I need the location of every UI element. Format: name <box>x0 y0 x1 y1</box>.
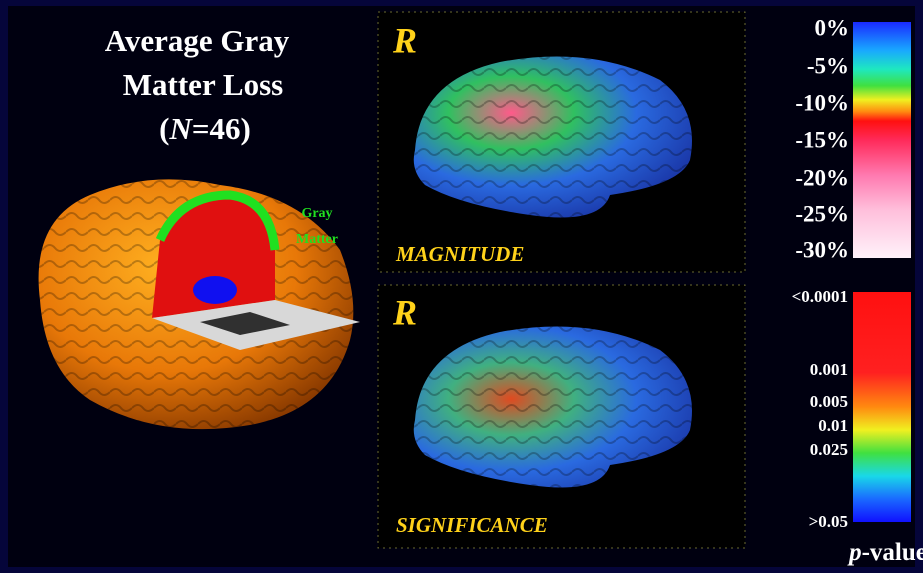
magnitude-labels: 0% -5% -10% -15% -20% -25% -30% <box>795 15 849 262</box>
sample-size: (N=46) <box>159 111 251 146</box>
gyri <box>413 56 692 218</box>
significance-colorbar <box>853 292 911 522</box>
p-value-label: 0.005 <box>810 392 848 411</box>
scale-label: -10% <box>795 90 849 115</box>
p-word: -value <box>862 539 923 566</box>
gray-matter-label: Matter <box>296 232 338 247</box>
scale-label: -25% <box>795 201 849 226</box>
panel-caption: SIGNIFICANCE <box>396 513 548 537</box>
p-value-label: 0.001 <box>810 360 848 379</box>
scale-label: -30% <box>795 237 849 262</box>
significance-panel: R SIGNIFICANCE <box>377 284 746 549</box>
scale-label: -5% <box>807 53 849 78</box>
p-value-label: <0.0001 <box>792 287 848 306</box>
scale-label: 0% <box>815 15 850 40</box>
cut-section <box>152 195 275 318</box>
panel-caption: MAGNITUDE <box>395 242 524 266</box>
p-value-label: 0.025 <box>810 440 848 459</box>
scale-label: -15% <box>795 127 849 152</box>
hemisphere-label: R <box>392 292 417 332</box>
n-symbol: N <box>168 111 193 146</box>
gyri <box>413 326 692 488</box>
scale-label: -20% <box>795 165 849 190</box>
n-value: =46) <box>192 111 251 146</box>
magnitude-colorbar <box>853 22 911 258</box>
p-symbol: p <box>847 539 862 566</box>
gray-matter-rim <box>155 190 280 251</box>
hemisphere-label: R <box>392 20 417 60</box>
p-value-title: p-value <box>847 539 923 566</box>
p-value-label: >0.05 <box>809 512 848 531</box>
significance-labels: <0.0001 0.001 0.005 0.01 0.025 >0.05 <box>792 287 848 531</box>
ventricle <box>193 276 237 304</box>
paren: ( <box>159 111 169 146</box>
gray-matter-label: Gray <box>301 206 332 221</box>
slice-detail <box>200 312 290 335</box>
magnitude-panel: R MAGNITUDE <box>377 11 746 273</box>
p-value-label: 0.01 <box>818 416 848 435</box>
title-line: Average Gray <box>105 23 290 58</box>
title-line: Matter Loss <box>123 67 283 102</box>
left-brain: Gray Matter <box>38 179 360 430</box>
